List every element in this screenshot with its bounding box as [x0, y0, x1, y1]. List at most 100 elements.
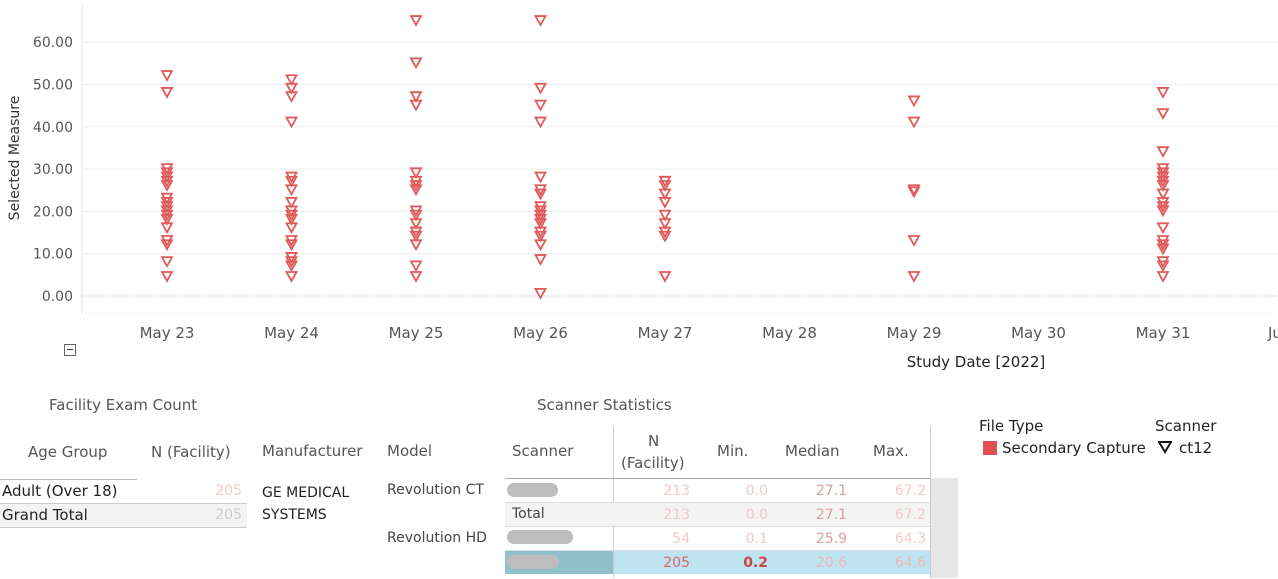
stat-max-3: 64.6	[894, 555, 926, 571]
data-point[interactable]	[284, 91, 299, 104]
data-point[interactable]	[284, 260, 299, 273]
stat-max-2: 64.3	[894, 531, 926, 547]
data-point[interactable]	[409, 230, 423, 243]
data-point[interactable]	[907, 95, 921, 108]
data-point[interactable]	[907, 235, 921, 247]
data-point[interactable]	[284, 271, 299, 283]
redacted-scanner-2	[507, 530, 573, 544]
data-point[interactable]	[658, 271, 672, 283]
legend-scanner-item[interactable]: ct12	[1179, 439, 1213, 457]
col-model: Model	[387, 442, 433, 460]
x-tick-label: May 28	[762, 324, 817, 342]
data-point[interactable]	[284, 197, 299, 209]
data-point[interactable]	[907, 271, 921, 283]
x-axis-label: Study Date [2022]	[907, 353, 1046, 371]
data-point[interactable]	[1156, 243, 1170, 256]
data-point[interactable]	[1156, 180, 1170, 192]
stat-min-2: 0.1	[745, 531, 768, 547]
data-point[interactable]	[658, 209, 672, 222]
data-point[interactable]	[1156, 222, 1170, 235]
data-point[interactable]	[284, 213, 299, 226]
data-point[interactable]	[533, 116, 548, 129]
data-point[interactable]	[533, 287, 548, 300]
facility-total-label: Grand Total	[2, 506, 88, 524]
data-point[interactable]	[533, 99, 548, 112]
data-point[interactable]	[658, 188, 672, 201]
data-point[interactable]	[1156, 146, 1170, 159]
data-point[interactable]	[533, 230, 548, 243]
legend-swatch	[983, 441, 997, 455]
x-tick-label: May 24	[264, 324, 319, 342]
y-tick-label: 30.00	[33, 162, 73, 178]
redacted-scanner-1	[507, 483, 558, 497]
data-point[interactable]	[1156, 87, 1170, 99]
data-point[interactable]	[284, 175, 299, 188]
data-point[interactable]	[284, 239, 299, 252]
data-point[interactable]	[160, 180, 174, 192]
data-point[interactable]	[533, 239, 548, 252]
y-tick-label: 50.00	[33, 78, 73, 94]
legend-file-type-item[interactable]: Secondary Capture	[1002, 439, 1146, 457]
scatter-chart: 0.00 10.00 20.00 30.00 40.00 50.00 60.00 May 2…	[7, 5, 1278, 371]
data-point[interactable]	[533, 218, 548, 230]
col-scanner: Scanner	[512, 442, 574, 460]
data-point[interactable]	[284, 184, 299, 197]
data-point[interactable]	[907, 116, 921, 129]
x-tick-label: May 25	[389, 324, 444, 342]
data-point[interactable]	[409, 260, 423, 273]
y-axis-label: Selected Measure	[7, 96, 23, 221]
data-point[interactable]	[533, 254, 548, 266]
data-point[interactable]	[409, 239, 423, 252]
data-point[interactable]	[658, 230, 672, 243]
stat-n-0: 213	[663, 483, 690, 499]
stat-median-3: 20.6	[815, 555, 847, 571]
data-point[interactable]	[284, 82, 299, 95]
data-point[interactable]	[160, 87, 174, 99]
data-point[interactable]	[160, 222, 174, 235]
data-point[interactable]	[409, 57, 423, 70]
data-point[interactable]	[409, 209, 423, 222]
data-point[interactable]	[1156, 205, 1170, 218]
data-point[interactable]	[1156, 108, 1170, 120]
data-point[interactable]	[160, 239, 174, 252]
data-point[interactable]	[533, 15, 548, 27]
data-point[interactable]	[907, 186, 921, 199]
stat-max-0: 67.2	[894, 483, 926, 499]
data-point[interactable]	[160, 70, 174, 82]
data-point[interactable]	[409, 99, 423, 112]
data-point[interactable]	[409, 15, 423, 27]
data-point[interactable]	[1156, 260, 1170, 273]
data-point[interactable]	[160, 256, 174, 269]
data-point[interactable]	[160, 271, 174, 283]
scanner-title: Scanner Statistics	[537, 396, 672, 414]
data-point[interactable]	[160, 213, 174, 226]
col-min: Min.	[717, 442, 749, 460]
data-point[interactable]	[409, 91, 423, 104]
data-point[interactable]	[284, 74, 299, 87]
stat-median-1: 27.1	[815, 507, 847, 523]
x-tick-label: May 29	[887, 324, 942, 342]
data-point[interactable]	[409, 218, 423, 230]
facility-title: Facility Exam Count	[49, 396, 198, 414]
col-age-group: Age Group	[28, 443, 108, 461]
minus-box-icon[interactable]	[64, 344, 76, 356]
x-tick-label: May 27	[638, 324, 693, 342]
data-point[interactable]	[658, 180, 672, 192]
x-tick-label: May 31	[1136, 324, 1191, 342]
data-point[interactable]	[533, 171, 548, 184]
data-point[interactable]	[533, 82, 548, 95]
data-point[interactable]	[284, 222, 299, 235]
y-tick-label: 10.00	[33, 247, 73, 263]
data-point[interactable]	[658, 197, 672, 209]
data-point[interactable]	[907, 184, 921, 197]
data-point[interactable]	[409, 184, 423, 197]
data-point[interactable]	[409, 167, 423, 180]
data-point[interactable]	[284, 116, 299, 129]
stat-median-0: 27.1	[815, 483, 847, 499]
data-point[interactable]	[1156, 188, 1170, 201]
data-point[interactable]	[1156, 271, 1170, 283]
data-point[interactable]	[409, 271, 423, 283]
data-point[interactable]	[533, 188, 548, 201]
data-point[interactable]	[658, 218, 672, 230]
col-median: Median	[785, 442, 840, 460]
